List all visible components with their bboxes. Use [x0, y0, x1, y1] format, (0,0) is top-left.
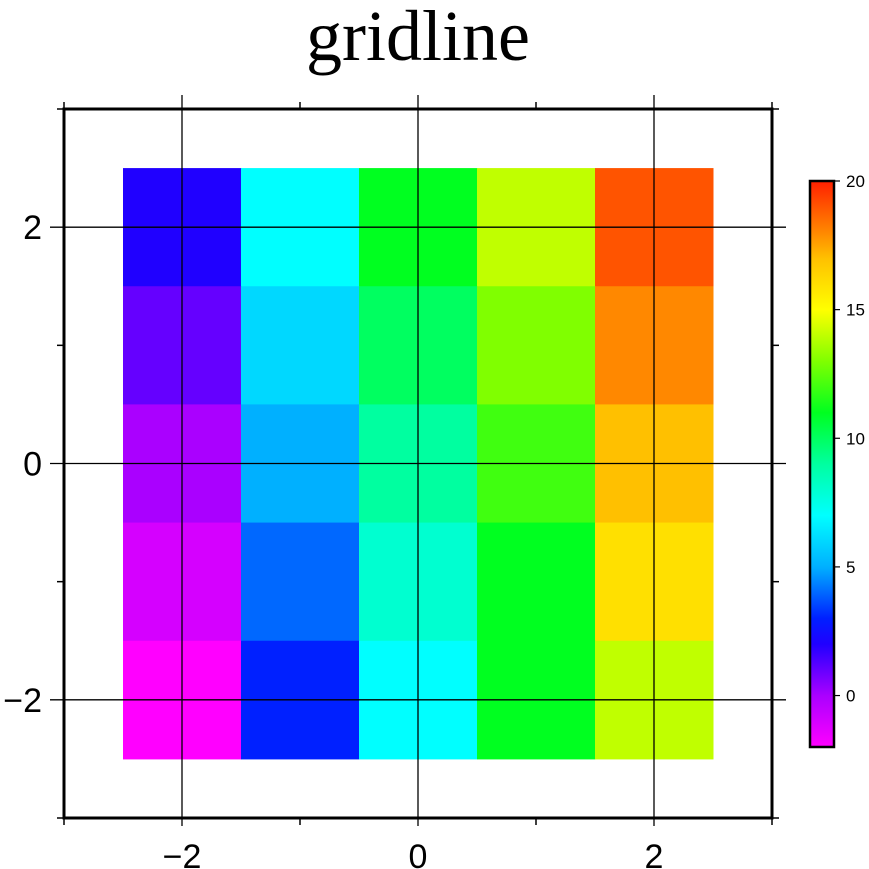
plot-frame-rect	[62, 107, 774, 820]
colorbar-tick-label: 0	[846, 687, 855, 706]
colorbar-tick-label: 20	[846, 172, 865, 191]
colorbar-tick-label: 5	[846, 558, 855, 577]
x-tick-label: −2	[163, 838, 202, 869]
x-tick-label: 2	[645, 838, 664, 869]
heatmap-cell	[241, 522, 360, 642]
plot-frame	[62, 107, 774, 820]
y-tick-label: 0	[23, 446, 42, 484]
y-tick-label: 2	[23, 209, 42, 247]
chart-title: gridline	[306, 0, 530, 76]
colorbar-tick-label: 10	[846, 429, 865, 448]
x-tick-label: 0	[409, 838, 428, 869]
grid-lines	[50, 95, 786, 826]
heatmap-cell	[241, 286, 360, 405]
colorbar-bar	[808, 179, 836, 749]
heatmap-cell	[477, 286, 596, 405]
y-tick-label: −2	[3, 682, 42, 720]
heatmap-cell	[477, 522, 596, 642]
axis-ticks	[57, 102, 779, 825]
colorbar: 0 5 10 15 20	[808, 172, 865, 749]
axis-tick-labels: −2 0 2 −2 0 2	[3, 209, 663, 869]
colorbar-tick-label: 15	[846, 301, 865, 320]
